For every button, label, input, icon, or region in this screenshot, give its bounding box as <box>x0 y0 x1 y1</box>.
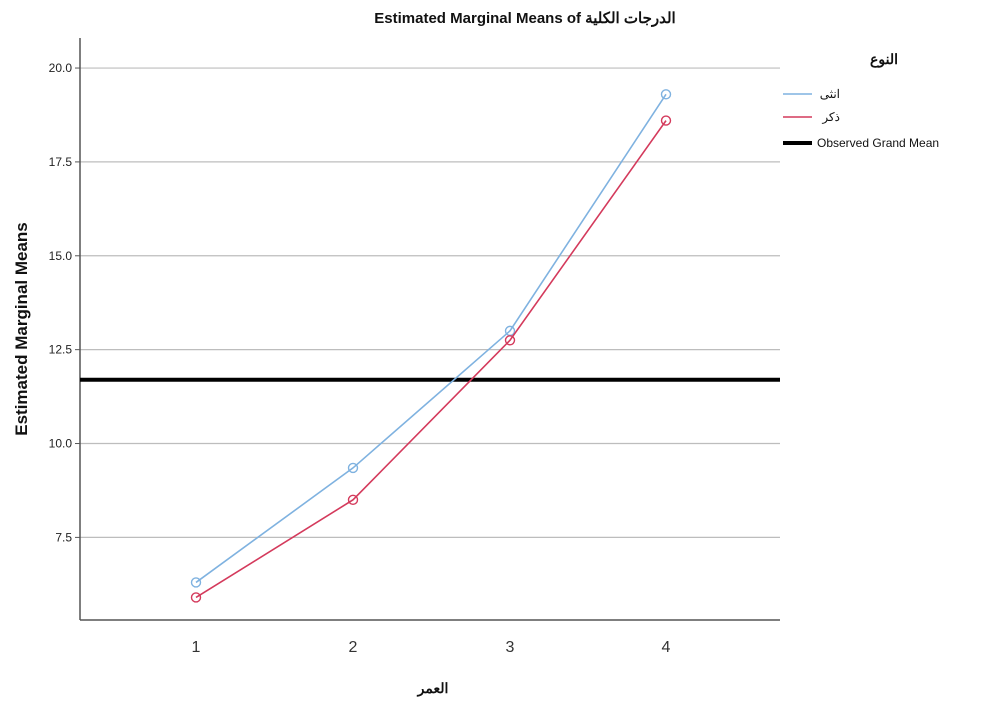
y-tick-label: 12.5 <box>49 343 73 357</box>
series-line-0 <box>195 93 667 584</box>
data-point <box>190 592 202 603</box>
legend-title: النوع <box>870 51 898 68</box>
y-tick-label: 17.5 <box>49 155 73 169</box>
legend-label: انثى <box>820 87 840 101</box>
data-point <box>347 462 359 474</box>
series-line-1 <box>195 120 667 599</box>
y-tick-label: 20.0 <box>49 61 73 75</box>
y-tick-labels: 7.5 10.0 12.5 15.0 17.5 20.0 <box>49 61 80 544</box>
data-point <box>347 494 359 506</box>
data-point <box>660 115 672 126</box>
x-tick-label: 4 <box>662 639 671 656</box>
legend-label: Observed Grand Mean <box>817 136 939 150</box>
legend: النوع انثى ذكر Observed Grand Mean <box>783 51 939 150</box>
y-tick-label: 7.5 <box>55 530 72 544</box>
x-tick-labels: 1 2 3 4 <box>192 639 671 656</box>
y-tick-label: 10.0 <box>49 437 73 451</box>
x-tick-label: 2 <box>349 639 358 656</box>
series <box>190 89 672 603</box>
data-point <box>660 89 672 100</box>
chart-title: Estimated Marginal Means of الدرجات الكل… <box>374 10 675 27</box>
x-axis-label: العمر <box>417 680 449 697</box>
y-axis-label: Estimated Marginal Means <box>12 222 31 436</box>
data-point <box>504 335 516 346</box>
grid-lines <box>80 67 780 538</box>
y-tick-label: 15.0 <box>49 249 73 263</box>
x-tick-label: 3 <box>506 639 515 656</box>
legend-label: ذكر <box>821 110 840 124</box>
data-point <box>190 577 202 588</box>
x-tick-label: 1 <box>192 639 201 656</box>
